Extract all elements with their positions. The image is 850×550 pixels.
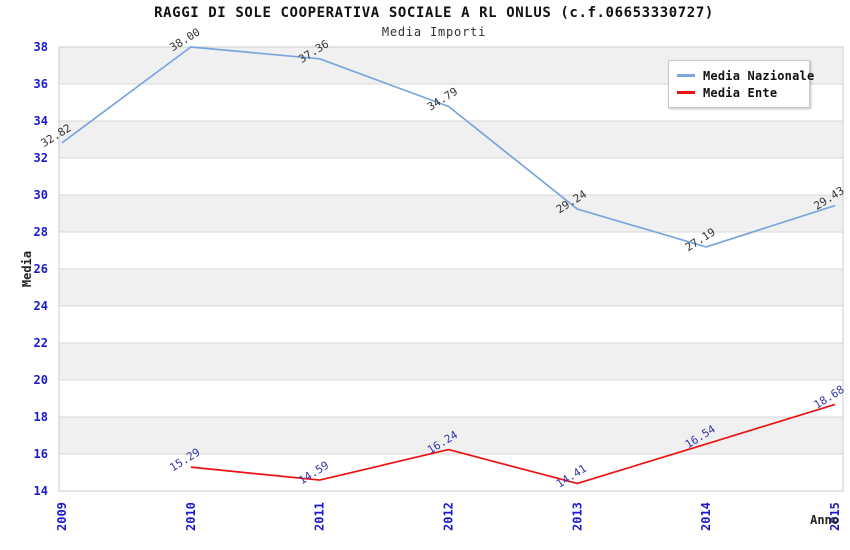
legend-line-swatch-blue <box>677 74 695 77</box>
x-tick-label: 2015 <box>828 502 842 531</box>
plot-band <box>59 454 843 491</box>
y-tick-label: 22 <box>34 336 48 350</box>
x-tick-label: 2010 <box>184 502 198 531</box>
legend-item-media-nazionale: Media Nazionale <box>677 67 814 84</box>
y-tick-label: 38 <box>34 40 48 54</box>
y-tick-label: 20 <box>34 373 48 387</box>
x-tick-label: 2013 <box>570 502 584 531</box>
plot-band <box>59 269 843 306</box>
series-line-media-ente <box>190 403 836 485</box>
plot-band <box>59 306 843 343</box>
y-axis-title: Media <box>20 251 34 287</box>
chart-subtitle: Media Importi <box>381 25 487 39</box>
plot-band <box>59 158 843 195</box>
y-tick-label: 36 <box>34 77 48 91</box>
y-tick-label: 26 <box>34 262 48 276</box>
y-tick-label: 18 <box>34 410 48 424</box>
legend-label: Media Ente <box>703 85 778 100</box>
y-tick-label: 32 <box>34 151 48 165</box>
series-line-media-nazionale <box>61 46 836 248</box>
y-tick-label: 24 <box>34 299 48 313</box>
y-tick-label: 30 <box>34 188 48 202</box>
plot-band <box>59 232 843 269</box>
plot-band <box>59 195 843 232</box>
plot-band <box>59 380 843 417</box>
legend: Media Nazionale Media Ente <box>668 60 814 108</box>
plot-band <box>59 343 843 380</box>
legend-label: Media Nazionale <box>703 68 815 83</box>
x-tick-label: 2012 <box>442 502 456 531</box>
x-tick-label: 2009 <box>55 502 69 531</box>
y-tick-label: 14 <box>34 484 48 498</box>
chart-title: RAGGI DI SOLE COOPERATIVA SOCIALE A RL O… <box>154 5 714 21</box>
title-block: RAGGI DI SOLE COOPERATIVA SOCIALE A RL O… <box>0 5 850 39</box>
plot-band <box>59 121 843 158</box>
x-tick-label: 2014 <box>699 502 713 531</box>
plot-border <box>58 46 844 492</box>
x-axis-title: Anno <box>810 513 839 527</box>
legend-item-media-ente: Media Ente <box>677 84 809 101</box>
legend-line-swatch-red <box>677 91 695 94</box>
y-tick-label: 28 <box>34 225 48 239</box>
y-tick-label: 16 <box>34 447 48 461</box>
plot-band <box>59 417 843 454</box>
y-tick-label: 34 <box>34 114 48 128</box>
x-tick-label: 2011 <box>313 502 327 531</box>
